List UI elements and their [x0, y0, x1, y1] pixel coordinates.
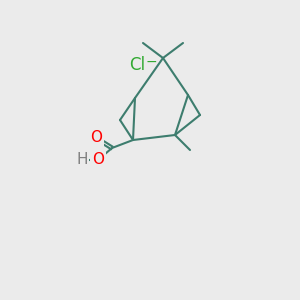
- Text: Cl: Cl: [129, 56, 145, 74]
- Text: H: H: [76, 152, 88, 167]
- Text: O: O: [90, 130, 102, 146]
- Text: O: O: [92, 152, 104, 167]
- Text: −: −: [146, 55, 158, 69]
